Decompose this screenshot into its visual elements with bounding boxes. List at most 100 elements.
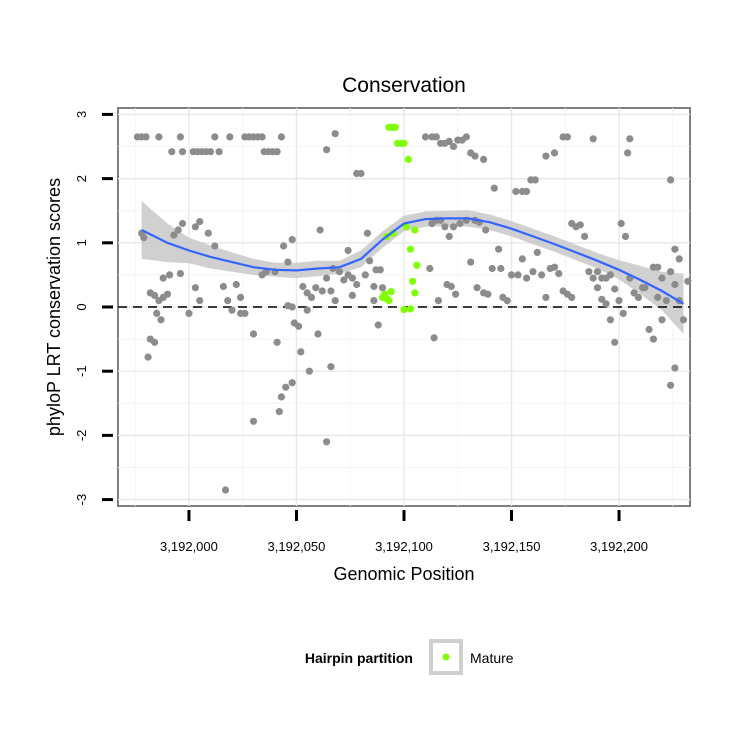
data-point — [155, 133, 163, 141]
data-point — [606, 316, 615, 324]
data-point — [617, 219, 625, 228]
data-point — [503, 297, 511, 305]
data-point — [157, 316, 165, 324]
mature-data-point — [409, 277, 417, 285]
data-point — [667, 176, 675, 184]
legend-key-box — [429, 639, 463, 675]
data-point — [176, 133, 184, 141]
data-point — [482, 226, 490, 234]
data-point — [318, 287, 326, 295]
x-tick-label: 3,192,200 — [590, 539, 648, 554]
data-point — [649, 335, 658, 343]
data-point — [667, 268, 675, 276]
data-point — [237, 293, 245, 301]
legend-title: Hairpin partition — [305, 650, 413, 666]
confidence-band — [141, 201, 684, 334]
data-point — [654, 293, 662, 301]
data-point — [178, 219, 187, 228]
data-point — [626, 135, 634, 143]
data-point — [430, 334, 438, 342]
data-point — [523, 274, 531, 282]
mature-data-point — [387, 288, 395, 296]
data-point — [316, 226, 324, 234]
data-point — [445, 137, 453, 145]
data-point — [331, 130, 339, 138]
data-point — [679, 316, 688, 324]
data-point — [303, 306, 311, 314]
data-point — [370, 282, 378, 291]
data-point — [434, 297, 442, 305]
confidence-band-area — [141, 201, 684, 334]
data-point — [518, 255, 526, 263]
y-tick-label: 3 — [74, 111, 89, 118]
data-point — [473, 284, 481, 292]
data-point — [299, 282, 307, 291]
data-point — [684, 277, 692, 285]
data-point — [140, 234, 148, 242]
chart-title: Conservation — [342, 74, 466, 97]
data-point — [550, 263, 559, 271]
data-point — [611, 285, 619, 293]
data-point — [374, 321, 382, 329]
data-point — [224, 297, 232, 305]
data-point — [654, 263, 662, 271]
data-point — [471, 152, 479, 160]
data-point — [606, 271, 615, 279]
data-point — [662, 297, 670, 305]
data-point — [335, 268, 344, 276]
data-point — [284, 258, 292, 266]
data-point — [641, 284, 649, 292]
data-point — [241, 309, 249, 317]
data-point — [327, 363, 335, 371]
data-point — [273, 148, 281, 156]
data-point — [497, 264, 505, 273]
data-point — [550, 149, 559, 157]
y-axis-title: phyloP LRT conservation scores — [44, 178, 64, 436]
y-tick-label: -1 — [74, 365, 89, 377]
data-point — [555, 270, 563, 278]
y-tick-label: -2 — [74, 430, 89, 442]
smooth-fit-curve — [141, 217, 685, 305]
mature-data-point — [406, 245, 415, 253]
data-point — [282, 383, 290, 391]
data-point — [191, 223, 199, 231]
y-tick-label: 0 — [74, 303, 89, 310]
mature-data-point — [385, 297, 393, 305]
data-point — [232, 280, 240, 289]
data-point — [277, 393, 285, 401]
data-point — [370, 297, 378, 305]
data-point — [619, 309, 627, 317]
data-point — [658, 274, 666, 282]
data-point — [531, 176, 539, 184]
data-point — [529, 268, 537, 276]
x-tick-label: 3,192,100 — [375, 539, 433, 554]
data-point — [297, 348, 305, 356]
mature-data-point — [413, 261, 421, 269]
background-points — [133, 130, 692, 494]
data-point — [348, 274, 356, 282]
data-point — [288, 303, 296, 311]
y-tick-label: 2 — [74, 175, 89, 182]
data-point — [361, 271, 369, 279]
data-point — [675, 255, 683, 263]
data-point — [441, 223, 449, 231]
data-point — [611, 338, 619, 346]
data-point — [533, 248, 541, 256]
data-point — [206, 148, 215, 156]
data-point — [495, 245, 503, 253]
data-point — [204, 229, 212, 237]
data-point — [153, 309, 161, 317]
mature-data-point — [402, 223, 410, 231]
data-point — [432, 133, 440, 141]
mature-data-point — [400, 139, 408, 147]
data-point — [585, 268, 593, 276]
data-point — [589, 274, 597, 282]
data-point — [174, 226, 182, 234]
data-point — [593, 284, 602, 292]
x-tick-label: 3,192,000 — [160, 539, 218, 554]
data-point — [327, 287, 335, 295]
data-point — [303, 289, 311, 297]
data-point — [624, 149, 632, 157]
x-axis-title: Genomic Position — [333, 564, 474, 584]
